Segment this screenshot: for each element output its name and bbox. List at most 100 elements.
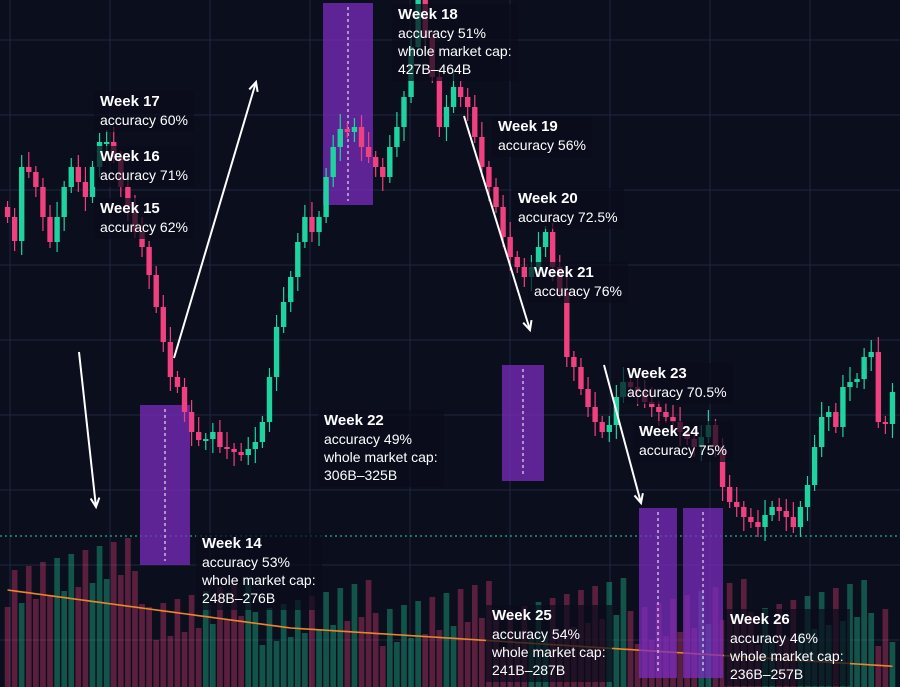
candle-body-62	[443, 107, 450, 127]
volume-bar-22	[160, 603, 167, 687]
volume-bar-37	[266, 608, 273, 687]
arrow-down-wk23	[603, 364, 642, 504]
volume-bar-46	[330, 625, 337, 687]
candle-body-44	[316, 217, 322, 232]
week-24-accuracy: accuracy 75%	[639, 442, 727, 458]
candle-body-73	[521, 267, 528, 277]
week-26-cap-range: 236B–257B	[730, 666, 804, 682]
week-15-accuracy: accuracy 62%	[100, 219, 188, 235]
volume-bar-24	[174, 599, 181, 687]
volume-bar-19	[139, 604, 145, 687]
candle-body-79	[564, 292, 570, 357]
week-25-title: Week 25	[492, 607, 552, 624]
candle-body-27	[195, 432, 202, 440]
candle-body-47	[337, 129, 343, 147]
candle-body-54	[387, 147, 393, 177]
arrow-up-wk17	[173, 81, 257, 359]
candle-body-5	[40, 187, 46, 217]
week-14-accuracy: accuracy 53%	[202, 554, 290, 570]
volume-bar-27	[195, 628, 202, 687]
volume-bar-41	[294, 600, 301, 687]
volume-bar-120	[854, 617, 860, 687]
arrow-down-wk23-head	[633, 492, 644, 506]
candle-body-107	[762, 515, 768, 527]
volume-bar-38	[273, 641, 280, 687]
week-14-cap-range: 248B–276B	[202, 590, 276, 606]
candle-body-53	[380, 167, 386, 177]
volume-bar-95	[677, 632, 683, 687]
candle-body-92	[656, 407, 662, 412]
volume-bar-30	[217, 587, 223, 687]
volume-bar-12	[89, 583, 96, 687]
volume-bar-29	[210, 624, 216, 687]
week-22-cap-label: whole market cap:	[324, 449, 438, 465]
volume-bar-119	[847, 584, 853, 687]
volume-bar-14	[103, 579, 110, 687]
week-15-note: Week 15 accuracy 62%	[94, 198, 194, 239]
volume-bar-45	[323, 592, 329, 687]
week-26-accuracy: accuracy 46%	[730, 630, 818, 646]
candle-body-114	[811, 447, 818, 485]
week-25-cap-range: 241B–287B	[492, 662, 566, 678]
candle-body-36	[259, 422, 266, 442]
candle-body-10	[75, 167, 82, 182]
candle-body-66	[472, 107, 478, 137]
trend-arrows	[78, 79, 644, 510]
candle-body-93	[663, 412, 669, 417]
candle-body-123	[875, 352, 881, 422]
candle-body-52	[372, 157, 379, 167]
candle-body-115	[818, 417, 825, 447]
volume-bar-54	[386, 609, 393, 687]
volume-bar-2	[18, 603, 25, 687]
candle-body-64	[457, 87, 464, 97]
week-18-note: Week 18 accuracy 51% whole market cap: 4…	[392, 4, 518, 81]
candle-body-35	[252, 442, 259, 449]
volume-bar-35	[252, 612, 259, 687]
volume-bar-32	[231, 583, 237, 687]
candle-body-23	[167, 342, 174, 377]
candle-body-9	[68, 167, 74, 187]
candle-body-81	[578, 367, 584, 389]
week-20-note: Week 20 accuracy 72.5%	[512, 188, 624, 229]
week-21-note: Week 21 accuracy 76%	[528, 262, 628, 303]
candle-body-1	[11, 217, 18, 241]
week-24-note: Week 24 accuracy 75%	[633, 421, 733, 462]
volume-bar-15	[110, 542, 117, 687]
volume-bar-125	[889, 642, 896, 687]
week-23-accuracy: accuracy 70.5%	[627, 384, 727, 400]
candle-body-117	[833, 412, 839, 427]
candle-body-28	[203, 439, 209, 441]
volume-bar-28	[202, 591, 209, 687]
candle-body-77	[549, 232, 556, 267]
volume-bar-31	[224, 620, 230, 687]
volume-bar-1	[11, 570, 18, 687]
week-15-title: Week 15	[100, 200, 160, 217]
volume-bar-89	[634, 644, 641, 687]
candle-body-14	[103, 142, 110, 144]
candle-body-17	[125, 187, 131, 207]
week-20-accuracy: accuracy 72.5%	[518, 209, 618, 225]
candle-body-39	[280, 302, 287, 327]
candle-body-50	[358, 127, 365, 147]
candle-body-4	[33, 172, 39, 187]
candle-body-0	[4, 207, 11, 217]
week-26-cap-label: whole market cap:	[730, 648, 844, 664]
week-24-title: Week 24	[639, 423, 699, 440]
candle-body-42	[302, 217, 308, 242]
volume-bar-16	[117, 575, 124, 687]
candle-body-116	[826, 412, 832, 417]
volume-bar-11	[82, 550, 89, 687]
volume-bar-10	[75, 587, 82, 687]
candle-body-21	[153, 275, 159, 307]
candle-body-68	[486, 167, 492, 187]
volume-bar-61	[436, 630, 443, 687]
week-25-note: Week 25 accuracy 54% whole market cap: 2…	[486, 605, 612, 682]
candle-body-84	[599, 422, 605, 432]
volume-bar-55	[394, 642, 400, 687]
volume-bar-56	[401, 605, 407, 687]
candle-body-45	[323, 177, 329, 217]
candle-body-110	[783, 511, 789, 517]
week-19-accuracy: accuracy 56%	[498, 137, 586, 153]
candle-body-113	[804, 485, 811, 507]
week-18-accuracy: accuracy 51%	[398, 25, 486, 41]
